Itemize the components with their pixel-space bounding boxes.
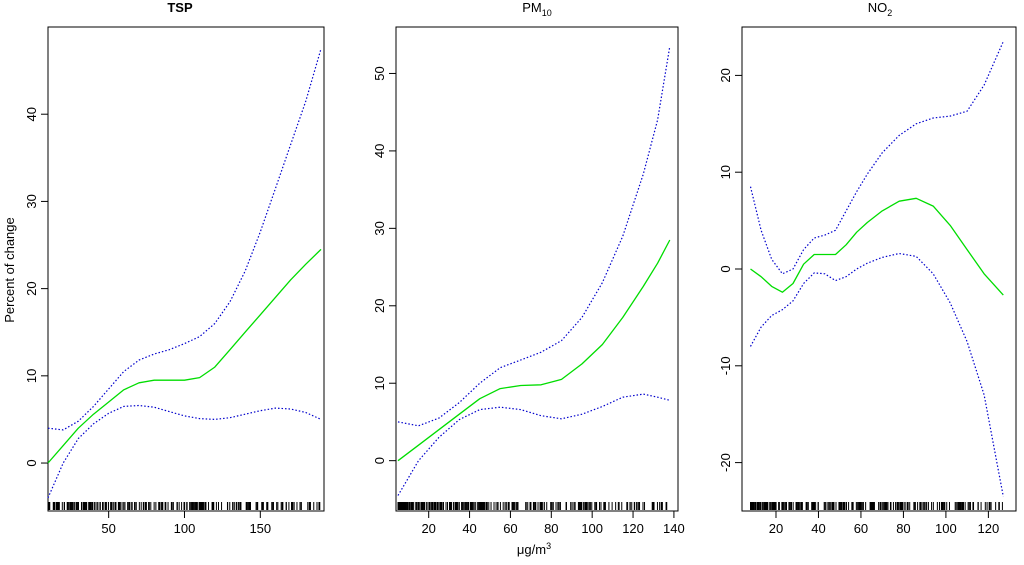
- y-tick-label-no2: 20: [718, 68, 733, 82]
- x-axis-tsp: 50 100 150: [101, 511, 271, 536]
- x-axis-no2: 20 40 60 80 100 120: [769, 511, 999, 536]
- panel-no2: NO2 -20 -10 0 10 20 20 40 60 80 100 120: [718, 0, 1017, 536]
- x-tick-label-pm10: 140: [663, 521, 685, 536]
- series-tsp: [47, 48, 322, 499]
- series-upper-no2: [749, 41, 1004, 275]
- rug-tsp: [47, 502, 321, 510]
- x-tick-label-tsp: 150: [249, 521, 271, 536]
- y-axis-no2: -20 -10 0 10 20: [718, 68, 742, 472]
- series-estimate-pm10: [397, 239, 671, 462]
- rug-pm10: [397, 502, 668, 510]
- x-tick-label-pm10: 60: [503, 521, 517, 536]
- series-estimate-tsp: [47, 248, 322, 464]
- x-tick-label-no2: 100: [935, 521, 957, 536]
- series-upper-pm10: [397, 46, 671, 427]
- y-tick-label-pm10: 0: [372, 457, 387, 464]
- x-tick-label-pm10: 120: [622, 521, 644, 536]
- y-tick-label-tsp: 0: [24, 459, 39, 466]
- x-tick-label-tsp: 100: [174, 521, 196, 536]
- x-tick-label-tsp: 50: [101, 521, 115, 536]
- x-tick-label-no2: 120: [978, 521, 1000, 536]
- y-tick-label-pm10: 10: [372, 376, 387, 390]
- x-axis-label: μg/m3: [517, 541, 551, 557]
- x-tick-label-no2: 60: [854, 521, 868, 536]
- y-tick-label-pm10: 50: [372, 66, 387, 80]
- y-tick-label-no2: 0: [718, 265, 733, 272]
- y-axis-tsp: 0 10 20 30 40: [24, 107, 48, 467]
- y-tick-label-tsp: 40: [24, 107, 39, 121]
- series-upper-tsp: [47, 48, 322, 431]
- y-tick-label-no2: 10: [718, 165, 733, 179]
- y-axis-pm10: 0 10 20 30 40 50: [372, 66, 396, 464]
- series-estimate-no2: [750, 197, 1004, 296]
- y-tick-label-tsp: 10: [24, 369, 39, 383]
- panel-title-tsp: TSP: [167, 0, 193, 15]
- x-tick-label-pm10: 80: [544, 521, 558, 536]
- panel-title-pm10: PM10: [522, 0, 552, 18]
- x-tick-label-pm10: 100: [581, 521, 603, 536]
- y-tick-label-pm10: 20: [372, 299, 387, 313]
- plot-frame-tsp: [47, 26, 325, 512]
- x-tick-label-no2: 80: [896, 521, 910, 536]
- plot-frame-pm10: [395, 26, 679, 512]
- series-lower-pm10: [397, 393, 670, 496]
- y-tick-label-pm10: 30: [372, 221, 387, 235]
- series-no2: [749, 41, 1004, 497]
- y-tick-label-no2: -10: [718, 356, 733, 375]
- x-tick-label-no2: 40: [811, 521, 825, 536]
- y-tick-label-pm10: 40: [372, 144, 387, 158]
- panel-title-no2: NO2: [868, 0, 893, 18]
- panel-tsp: TSP 0 10 20 30 40 50 100 150: [24, 0, 325, 536]
- series-pm10: [397, 46, 671, 496]
- series-lower-tsp: [47, 404, 322, 499]
- y-axis-label: Percent of change: [2, 217, 17, 323]
- x-tick-label-pm10: 20: [421, 521, 435, 536]
- x-tick-label-pm10: 40: [462, 521, 476, 536]
- rug-no2: [750, 502, 1003, 510]
- series-lower-no2: [749, 252, 1004, 497]
- y-tick-label-tsp: 20: [24, 281, 39, 295]
- panel-pm10: PM10 0 10 20 30 40 50 20 40 60 80 100 120 140: [372, 0, 685, 536]
- x-axis-pm10: 20 40 60 80 100 120 140: [421, 511, 685, 536]
- y-tick-label-no2: -20: [718, 453, 733, 472]
- x-tick-label-no2: 20: [769, 521, 783, 536]
- y-tick-label-tsp: 30: [24, 194, 39, 208]
